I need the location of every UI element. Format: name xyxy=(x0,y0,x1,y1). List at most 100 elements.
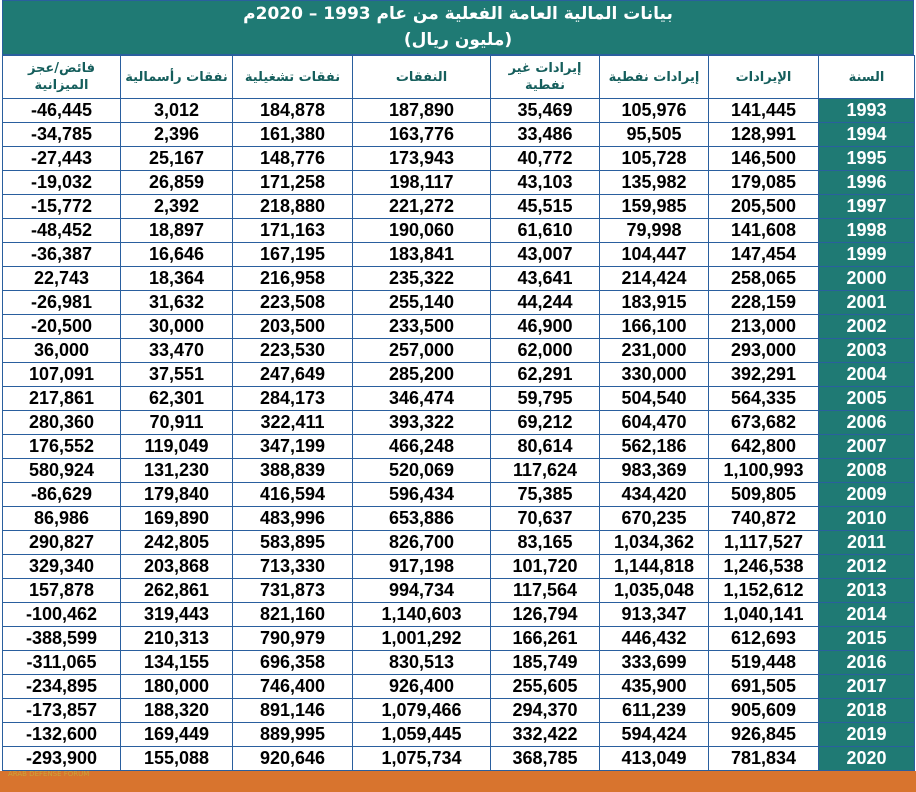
value-cell: 167,195 xyxy=(232,242,353,267)
value-cell: 333,699 xyxy=(599,650,709,675)
value-cell: 36,000 xyxy=(2,338,121,363)
value-cell: 242,805 xyxy=(120,530,233,555)
value-cell: 180,000 xyxy=(120,674,233,699)
value-cell: -234,895 xyxy=(2,674,121,699)
value-cell: 983,369 xyxy=(599,458,709,483)
value-cell: 43,103 xyxy=(490,170,600,195)
year-cell: 2001 xyxy=(818,290,915,315)
value-cell: 70,637 xyxy=(490,506,600,531)
value-cell: 183,841 xyxy=(352,242,491,267)
value-cell: 221,272 xyxy=(352,194,491,219)
value-cell: 214,424 xyxy=(599,266,709,291)
value-cell: 346,474 xyxy=(352,386,491,411)
value-cell: 332,422 xyxy=(490,722,600,747)
value-cell: 746,400 xyxy=(232,674,353,699)
value-cell: 1,079,466 xyxy=(352,698,491,723)
year-cell: 1995 xyxy=(818,146,915,171)
value-cell: 228,159 xyxy=(708,290,819,315)
value-cell: 519,448 xyxy=(708,650,819,675)
value-cell: 612,693 xyxy=(708,626,819,651)
value-cell: 285,200 xyxy=(352,362,491,387)
value-cell: 46,900 xyxy=(490,314,600,339)
watermark: ARAB DEFENSE FORUM xyxy=(8,770,90,778)
year-cell: 2014 xyxy=(818,602,915,627)
year-cell: 2006 xyxy=(818,410,915,435)
column-header: نفقات رأسمالية xyxy=(120,55,233,99)
value-cell: 891,146 xyxy=(232,698,353,723)
value-cell: 213,000 xyxy=(708,314,819,339)
year-cell: 2002 xyxy=(818,314,915,339)
value-cell: 188,320 xyxy=(120,698,233,723)
year-cell: 2017 xyxy=(818,674,915,699)
year-cell: 2012 xyxy=(818,554,915,579)
year-cell: 2007 xyxy=(818,434,915,459)
value-cell: 217,861 xyxy=(2,386,121,411)
value-cell: 80,614 xyxy=(490,434,600,459)
value-cell: 821,160 xyxy=(232,602,353,627)
value-cell: 169,890 xyxy=(120,506,233,531)
value-cell: 35,469 xyxy=(490,98,600,123)
value-cell: 257,000 xyxy=(352,338,491,363)
value-cell: 466,248 xyxy=(352,434,491,459)
value-cell: -36,387 xyxy=(2,242,121,267)
value-cell: 198,117 xyxy=(352,170,491,195)
value-cell: 161,380 xyxy=(232,122,353,147)
value-cell: 905,609 xyxy=(708,698,819,723)
value-cell: 25,167 xyxy=(120,146,233,171)
table-row: 2010 740,872 670,235 70,637 653,886 483,996 16… xyxy=(2,506,915,531)
value-cell: 322,411 xyxy=(232,410,353,435)
value-cell: 183,915 xyxy=(599,290,709,315)
table-row: 2018 905,609 611,239 294,370 1,079,466 891,14… xyxy=(2,698,915,723)
value-cell: 653,886 xyxy=(352,506,491,531)
value-cell: 994,734 xyxy=(352,578,491,603)
value-cell: -48,452 xyxy=(2,218,121,243)
table-row: 2004 392,291 330,000 62,291 285,200 247,649 37… xyxy=(2,362,915,387)
value-cell: 69,212 xyxy=(490,410,600,435)
value-cell: 105,728 xyxy=(599,146,709,171)
value-cell: 176,552 xyxy=(2,434,121,459)
year-cell: 2004 xyxy=(818,362,915,387)
value-cell: 435,900 xyxy=(599,674,709,699)
value-cell: 255,605 xyxy=(490,674,600,699)
value-cell: 155,088 xyxy=(120,746,233,771)
value-cell: -86,629 xyxy=(2,482,121,507)
year-cell: 2020 xyxy=(818,746,915,771)
value-cell: 169,449 xyxy=(120,722,233,747)
value-cell: -34,785 xyxy=(2,122,121,147)
value-cell: 2,396 xyxy=(120,122,233,147)
table-row: 2014 1,040,141 913,347 126,794 1,140,603 821,… xyxy=(2,602,915,627)
value-cell: 233,500 xyxy=(352,314,491,339)
year-cell: 1997 xyxy=(818,194,915,219)
value-cell: 1,100,993 xyxy=(708,458,819,483)
value-cell: 62,291 xyxy=(490,362,600,387)
value-cell: 166,100 xyxy=(599,314,709,339)
value-cell: 216,958 xyxy=(232,266,353,291)
value-cell: 95,505 xyxy=(599,122,709,147)
value-cell: 926,845 xyxy=(708,722,819,747)
header-row: السنة الإيرادات إيرادات نفطية إيرادات غير ن… xyxy=(2,55,915,99)
value-cell: 642,800 xyxy=(708,434,819,459)
title-banner: بيانات المالية العامة الفعلية من عام 199… xyxy=(2,0,914,55)
value-cell: 520,069 xyxy=(352,458,491,483)
table-row: 2008 1,100,993 983,369 117,624 520,069 388,83… xyxy=(2,458,915,483)
year-cell: 1998 xyxy=(818,218,915,243)
year-cell: 2003 xyxy=(818,338,915,363)
value-cell: 163,776 xyxy=(352,122,491,147)
value-cell: -26,981 xyxy=(2,290,121,315)
value-cell: 146,500 xyxy=(708,146,819,171)
table-row: 2003 293,000 231,000 62,000 257,000 223,530 33… xyxy=(2,338,915,363)
value-cell: -173,857 xyxy=(2,698,121,723)
year-cell: 2013 xyxy=(818,578,915,603)
table-row: 1994 128,991 95,505 33,486 163,776 161,380 2,3… xyxy=(2,122,915,147)
year-cell: 2010 xyxy=(818,506,915,531)
value-cell: 580,924 xyxy=(2,458,121,483)
value-cell: 2,392 xyxy=(120,194,233,219)
year-cell: 2019 xyxy=(818,722,915,747)
value-cell: 31,632 xyxy=(120,290,233,315)
value-cell: 117,564 xyxy=(490,578,600,603)
value-cell: 205,500 xyxy=(708,194,819,219)
table-row: 1998 141,608 79,998 61,610 190,060 171,163 18,… xyxy=(2,218,915,243)
value-cell: 434,420 xyxy=(599,482,709,507)
value-cell: 18,364 xyxy=(120,266,233,291)
